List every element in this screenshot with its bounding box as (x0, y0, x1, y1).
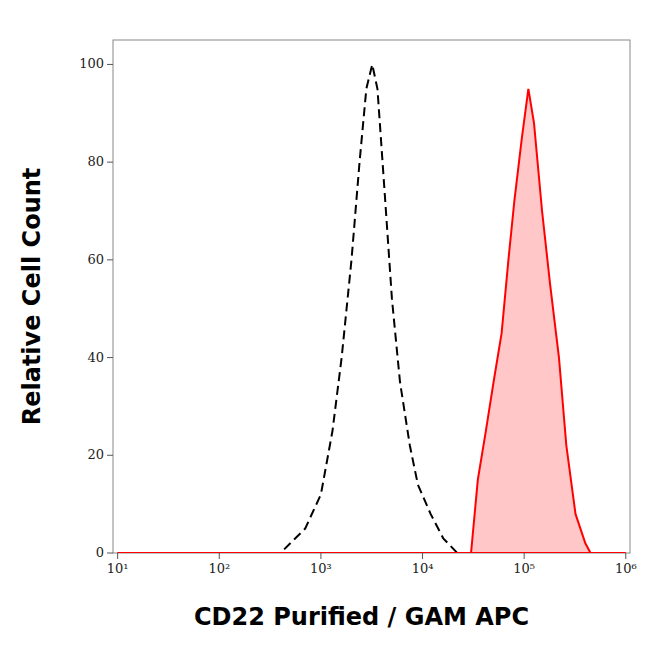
y-tick (107, 64, 113, 65)
x-tick (320, 553, 321, 559)
y-tick (107, 455, 113, 456)
plot-frame (113, 40, 630, 553)
x-tick-label: 10⁴ (412, 561, 434, 576)
y-tick-label: 40 (87, 350, 104, 365)
x-tick (219, 553, 220, 559)
series-line (118, 64, 626, 553)
x-axis-label: CD22 Purified / GAM APC (194, 603, 529, 631)
y-tick-label: 60 (87, 252, 104, 267)
y-tick (107, 162, 113, 163)
y-tick (107, 357, 113, 358)
series-area (118, 89, 626, 553)
chart: 10¹ 10² 10³ 10⁴ 10⁵ 10⁶ 0 20 40 60 80 100 CD22 Purif… (0, 0, 650, 645)
data-group (118, 64, 626, 553)
x-tick-label: 10¹ (107, 561, 129, 576)
y-axis-label: Relative Cell Count (18, 168, 46, 426)
y-tick-label: 0 (96, 545, 104, 560)
y-tick-label: 100 (79, 56, 104, 71)
x-tick (625, 553, 626, 559)
x-tick (422, 553, 423, 559)
y-tick (107, 553, 113, 554)
x-tick-label: 10⁶ (615, 561, 637, 576)
y-tick-label: 80 (87, 154, 104, 169)
y-tick-label: 20 (87, 447, 104, 462)
x-tick (524, 553, 525, 559)
x-tick-label: 10³ (310, 561, 332, 576)
x-tick-label: 10² (208, 561, 230, 576)
x-tick-label: 10⁵ (513, 561, 535, 576)
x-tick (117, 553, 118, 559)
y-tick (107, 259, 113, 260)
